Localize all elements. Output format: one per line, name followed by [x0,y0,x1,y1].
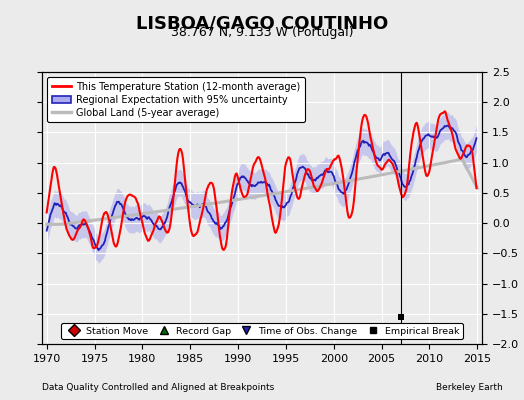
Text: 38.767 N, 9.133 W (Portugal): 38.767 N, 9.133 W (Portugal) [171,26,353,39]
Text: LISBOA/GAGO COUTINHO: LISBOA/GAGO COUTINHO [136,14,388,32]
Text: Berkeley Earth: Berkeley Earth [436,383,503,392]
Legend: Station Move, Record Gap, Time of Obs. Change, Empirical Break: Station Move, Record Gap, Time of Obs. C… [61,323,463,339]
Text: Data Quality Controlled and Aligned at Breakpoints: Data Quality Controlled and Aligned at B… [42,383,274,392]
